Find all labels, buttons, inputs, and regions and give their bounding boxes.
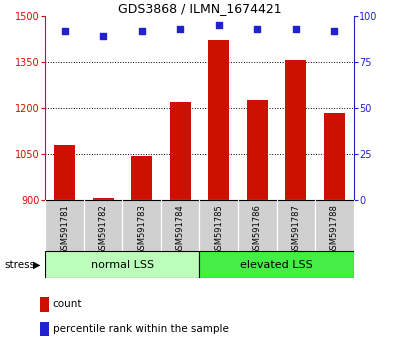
Bar bbox=[238, 200, 276, 251]
Point bbox=[62, 28, 68, 34]
Text: GSM591783: GSM591783 bbox=[137, 204, 146, 255]
Point bbox=[216, 22, 222, 28]
Bar bbox=[92, 199, 114, 200]
Text: GSM591787: GSM591787 bbox=[291, 204, 300, 255]
Point bbox=[254, 26, 260, 32]
Point bbox=[293, 26, 299, 32]
Text: elevated LSS: elevated LSS bbox=[240, 259, 313, 270]
Text: GSM591786: GSM591786 bbox=[253, 204, 262, 255]
Text: ▶: ▶ bbox=[33, 259, 40, 270]
Text: GSM591784: GSM591784 bbox=[176, 204, 185, 255]
Bar bbox=[54, 145, 75, 200]
Bar bbox=[199, 200, 238, 251]
Bar bbox=[199, 251, 354, 278]
Point bbox=[331, 28, 337, 34]
Title: GDS3868 / ILMN_1674421: GDS3868 / ILMN_1674421 bbox=[118, 2, 281, 15]
Bar bbox=[246, 100, 268, 200]
Bar bbox=[315, 200, 354, 251]
Text: GSM591788: GSM591788 bbox=[330, 204, 339, 255]
Bar bbox=[324, 113, 345, 200]
Bar bbox=[45, 200, 84, 251]
Bar bbox=[45, 251, 199, 278]
Bar bbox=[276, 200, 315, 251]
Bar bbox=[169, 102, 191, 200]
Bar bbox=[131, 155, 152, 200]
Text: stress: stress bbox=[4, 259, 35, 270]
Point bbox=[100, 33, 106, 39]
Bar bbox=[122, 200, 161, 251]
Text: GSM591785: GSM591785 bbox=[214, 204, 223, 255]
Point bbox=[139, 28, 145, 34]
Text: normal LSS: normal LSS bbox=[91, 259, 154, 270]
Bar bbox=[84, 200, 122, 251]
Text: GSM591782: GSM591782 bbox=[99, 204, 108, 255]
Text: count: count bbox=[53, 299, 82, 309]
Text: percentile rank within the sample: percentile rank within the sample bbox=[53, 324, 228, 334]
Bar bbox=[285, 61, 307, 200]
Bar bbox=[161, 200, 199, 251]
Point bbox=[177, 26, 183, 32]
Text: GSM591781: GSM591781 bbox=[60, 204, 69, 255]
Bar bbox=[208, 40, 229, 200]
